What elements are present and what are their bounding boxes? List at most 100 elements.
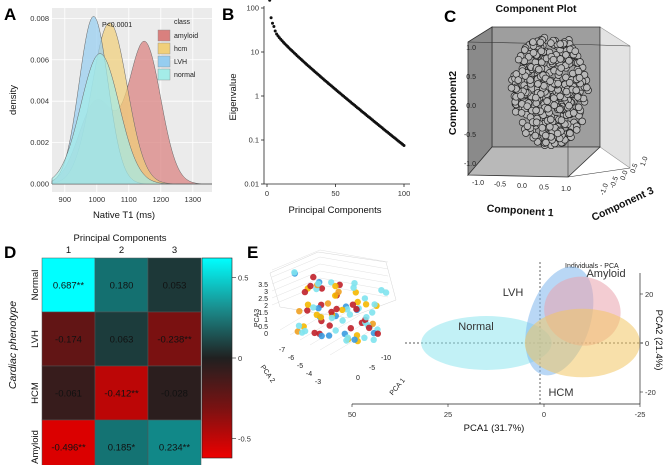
pca2-tick: -4	[306, 371, 312, 378]
pca-3d-point	[369, 309, 376, 316]
pca1-tick: -10	[381, 355, 391, 362]
density-x-label: Native T1 (ms)	[93, 210, 155, 221]
heatmap-cell	[41, 257, 96, 313]
pca-3d-point	[365, 324, 373, 331]
component-point	[541, 131, 550, 140]
pca3-tick: 1.5	[258, 310, 268, 317]
component-ticks: 1.00.50.0-0.5-1.0-1.0 -0.5 0.0 0.5 1.0 -1.0-0…	[464, 45, 650, 196]
panel-a: A P<0.0001 density Native T1 (ms) 0.0080…	[4, 5, 212, 221]
pca-3d-point	[354, 298, 361, 306]
heatmap-row-label: LVH	[30, 330, 41, 348]
pca-3d-point	[317, 314, 325, 321]
component-point	[550, 94, 558, 102]
pca2-tick: -6	[288, 355, 294, 362]
pca-3d-point	[325, 332, 333, 339]
legend-label-normal: normal	[174, 72, 196, 79]
scree-x-label: Principal Components	[289, 205, 382, 216]
pca-3d-point	[328, 308, 335, 316]
panel-b-label: B	[222, 5, 234, 24]
colorbar-tick: 0.5	[238, 273, 248, 282]
legend-label-LVH: LVH	[174, 59, 187, 66]
pca-3d-point	[363, 314, 370, 321]
component-point	[569, 109, 578, 117]
pca-3d-point	[362, 301, 370, 308]
colorbar-tick: 0	[238, 354, 242, 363]
component-point	[554, 79, 562, 88]
pca-3d-point	[307, 282, 314, 290]
heatmap-cell-value: -0.238**	[157, 335, 192, 346]
heatmap-cell	[41, 311, 96, 367]
pca-3d-point	[361, 334, 368, 341]
density-legend: class amyloid hcm LVH normal	[157, 19, 198, 81]
heatmap-cell-value: -0.061	[55, 389, 82, 400]
pca-3d-point	[304, 301, 312, 308]
component-point	[514, 55, 523, 64]
pca3-tick: 2.5	[258, 296, 268, 303]
heatmap-cell-value: 0.053	[163, 281, 187, 292]
panel-d-label: D	[4, 243, 16, 262]
scree-point	[402, 144, 406, 147]
heatmap-row-title: Cardiac phenotype	[7, 301, 19, 389]
scree-x-tick: 50	[331, 189, 339, 198]
component-point	[565, 57, 573, 65]
heatmap-cell-value: 0.180	[110, 281, 134, 292]
pca-3d-scatter: 3.532.521.510.50-7-6-5-4-30-5-10 PCA3 PC…	[254, 249, 407, 397]
component-point	[512, 70, 521, 78]
scree-y-tick: 10	[251, 48, 259, 57]
density-normal	[51, 53, 212, 185]
panel-c-label: C	[444, 7, 456, 26]
scree-y-label: Eigenvalue	[228, 73, 239, 120]
component-point	[536, 38, 545, 47]
component-z-tick: 0.0	[466, 103, 476, 110]
component-point	[556, 105, 564, 114]
component-point	[565, 101, 573, 110]
component-point	[565, 78, 574, 87]
panel-b: B 100 10 1 0.1 0.01 0 50 100 Eigenvalue Princip…	[222, 0, 410, 216]
scree-point	[269, 16, 273, 20]
heatmap-cell	[147, 419, 202, 465]
pca-3d-point	[347, 325, 354, 332]
heatmap-cell-value: 0.234**	[159, 443, 190, 454]
component-point	[532, 93, 540, 102]
pca-x-tick: 50	[348, 410, 356, 419]
component-point	[562, 87, 571, 96]
pca-3d-point	[328, 279, 335, 286]
component-point	[583, 83, 591, 92]
component2-label: Component2	[447, 71, 459, 135]
pca3-tick: 0.5	[258, 324, 268, 331]
pca2-tick: -5	[297, 363, 303, 370]
pca-3d-point	[361, 295, 369, 302]
component-y-tick: 0.0	[620, 170, 630, 182]
component-point	[507, 84, 516, 92]
pca3-tick: 3.5	[258, 282, 268, 289]
pca-3d-point	[370, 336, 377, 343]
scree-y-tick: 1	[255, 92, 259, 101]
panel-e: E 3.532.521.510.50-7-6-5-4-30-5-10 PCA3 …	[247, 243, 664, 434]
panel-d: D Principal Components 1 2 3 Cardiac pheno…	[4, 233, 251, 465]
panel-e-label: E	[247, 243, 258, 262]
density-y-tick: 0.008	[30, 14, 49, 23]
ellipse-normal	[421, 316, 552, 370]
component-point	[522, 129, 530, 137]
density-y-tick: 0.002	[30, 138, 49, 147]
component-point	[523, 102, 531, 110]
pca3-tick: 2	[264, 303, 268, 310]
component-points	[507, 33, 592, 150]
pca-3d-point	[371, 301, 378, 308]
heatmap-cell	[41, 365, 96, 421]
heatmap-cell	[147, 365, 202, 421]
component-point	[574, 103, 583, 112]
pca-3d-point	[346, 311, 354, 318]
component-point	[573, 93, 582, 101]
pca-3d-point	[310, 273, 317, 281]
density-x-tick: 900	[59, 195, 72, 204]
heatmap-row-label: HCM	[30, 382, 41, 404]
density-x-ticks: 900 1000 1100 1200 1300	[59, 195, 202, 204]
pca-2d-plot: Individuals - PCA Normal LVH Amyloid HCM 50…	[348, 262, 664, 434]
legend-swatch-hcm	[157, 42, 171, 55]
component-point	[556, 92, 564, 101]
pca-3d-point	[344, 306, 351, 313]
component-point	[517, 109, 526, 117]
component-point	[535, 65, 543, 74]
component-z-tick: 0.5	[466, 74, 476, 81]
